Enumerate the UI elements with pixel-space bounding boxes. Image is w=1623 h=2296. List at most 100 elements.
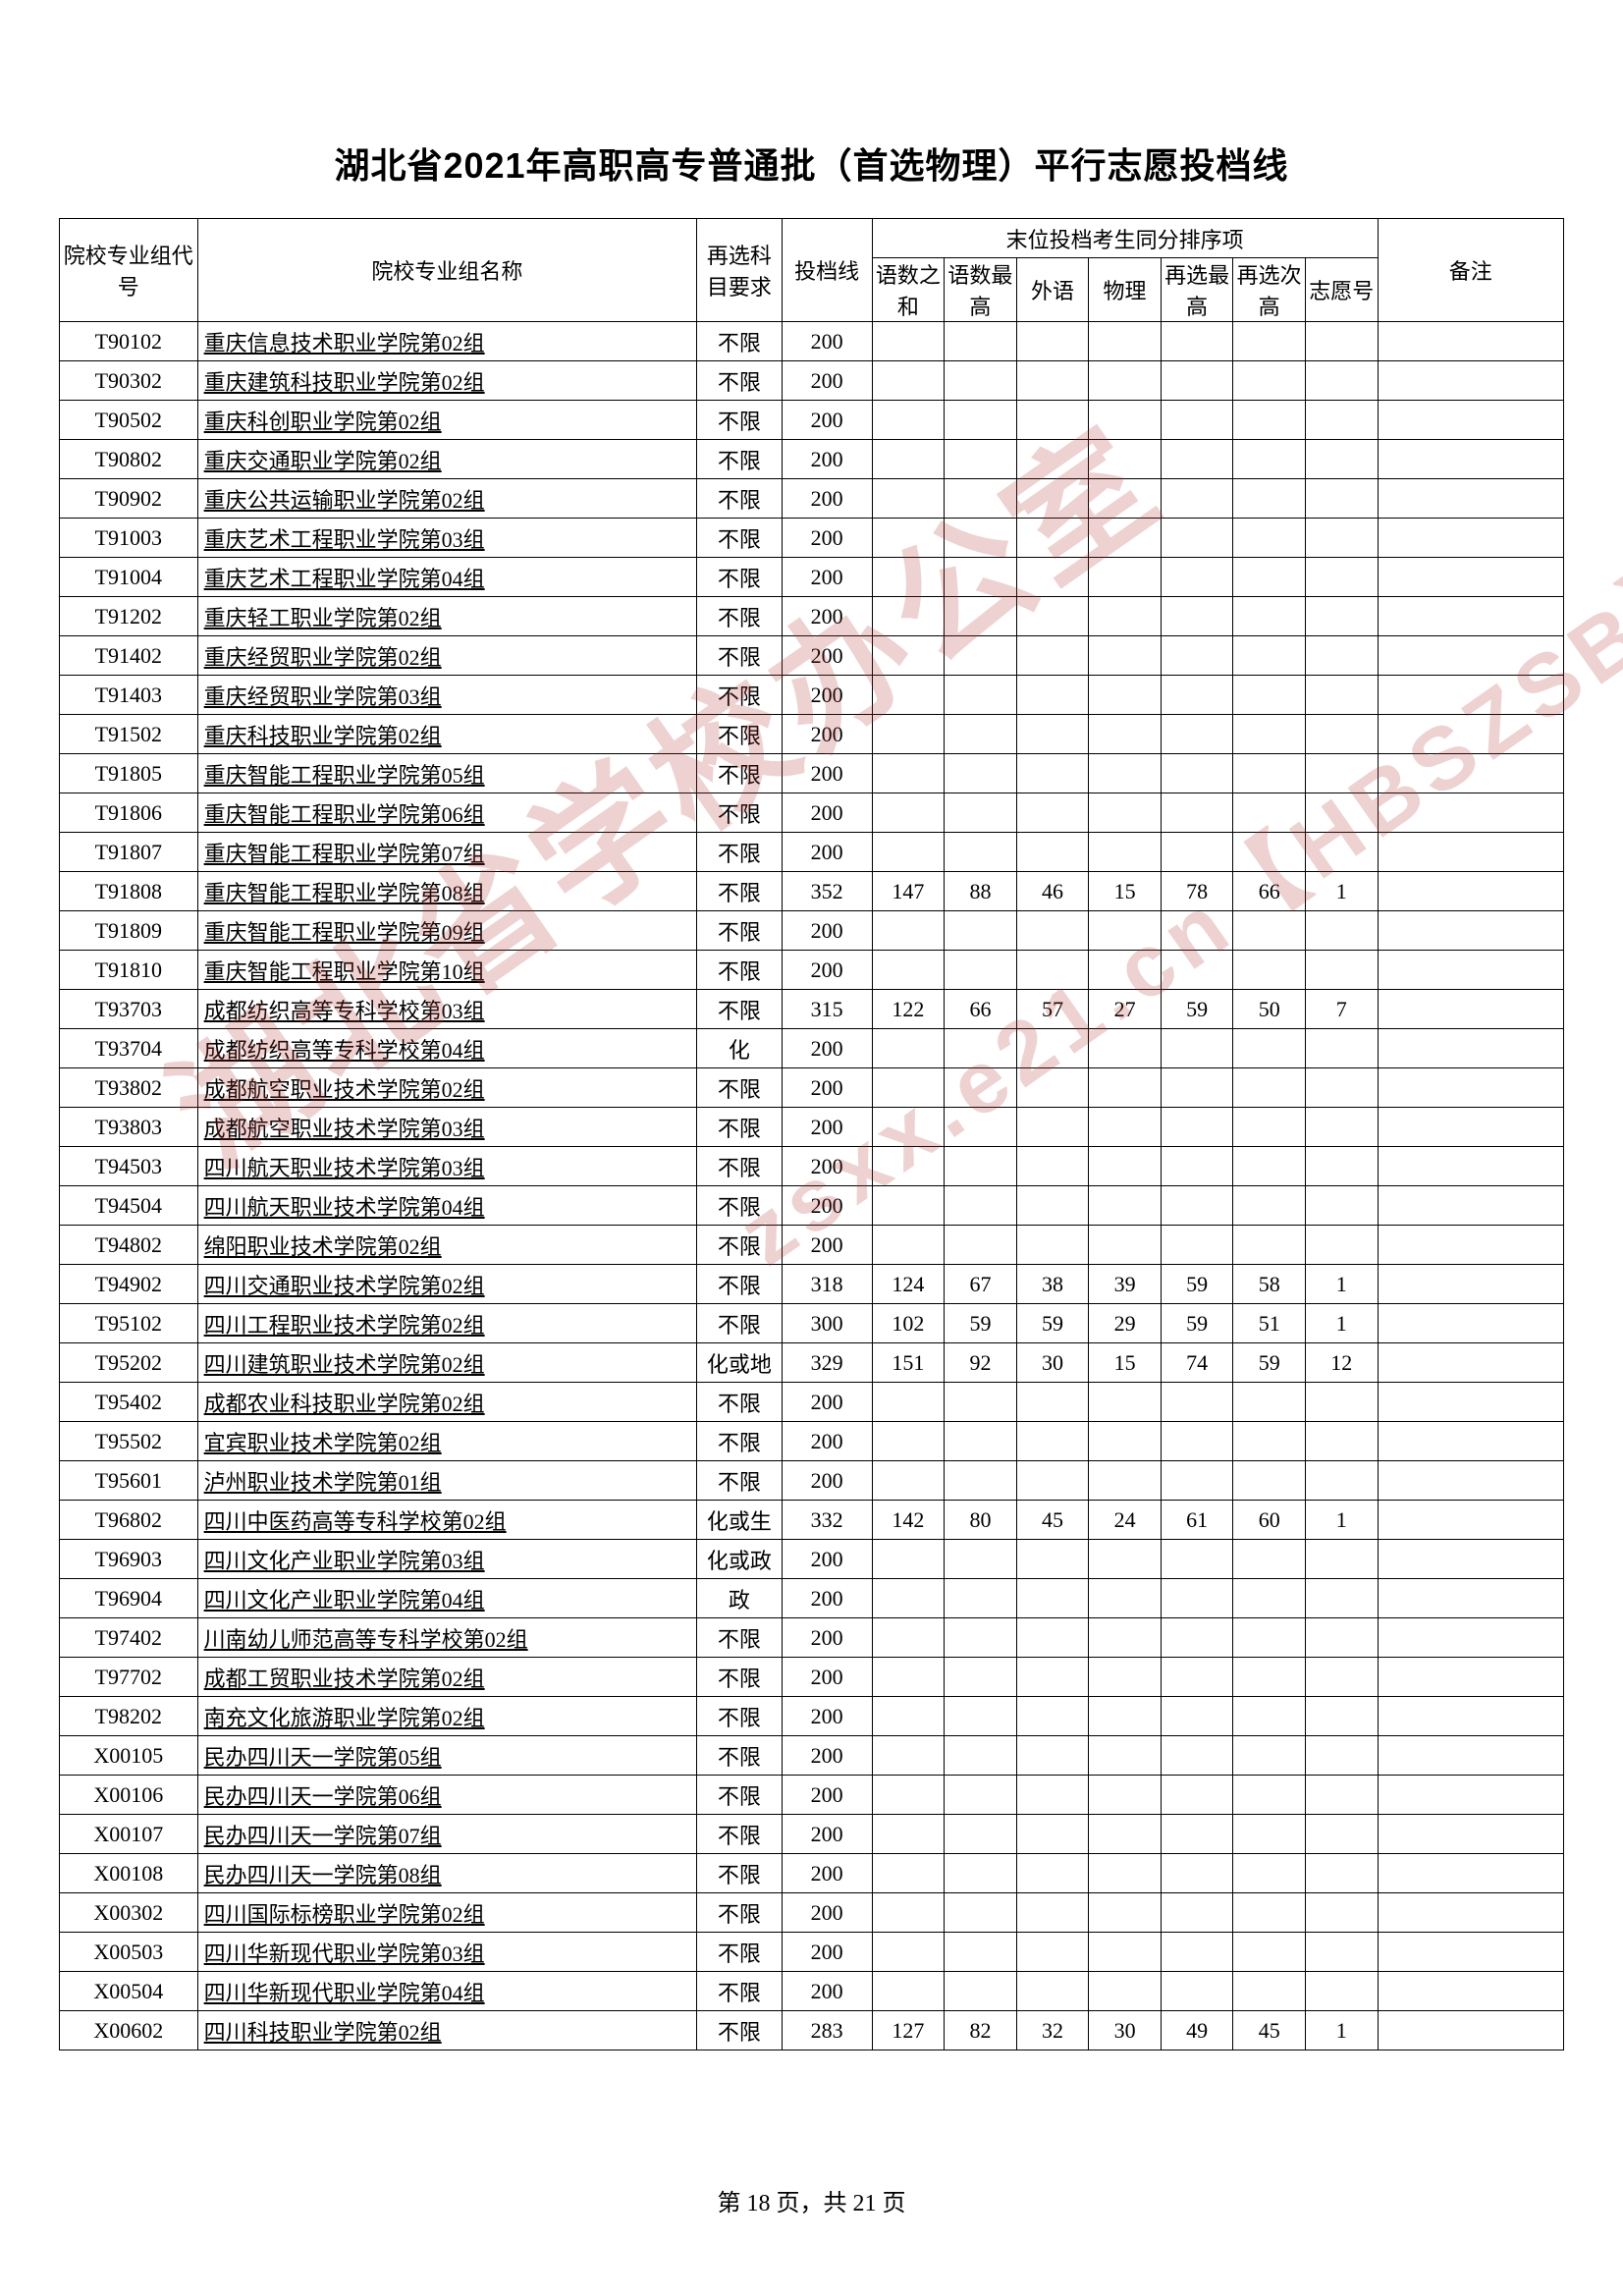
cell-name: 重庆建筑科技职业学院第02组 xyxy=(197,361,696,401)
cell-code: T97702 xyxy=(60,1658,198,1697)
cell-name: 四川文化产业职业学院第04组 xyxy=(197,1579,696,1618)
cell-d4 xyxy=(1089,322,1162,361)
cell-d4 xyxy=(1089,676,1162,715)
cell-d2 xyxy=(945,558,1017,597)
cell-d4 xyxy=(1089,1540,1162,1579)
hdr-d6: 再选次高 xyxy=(1233,258,1306,322)
cell-d4: 29 xyxy=(1089,1304,1162,1343)
cell-d3 xyxy=(1016,1658,1089,1697)
cell-remark xyxy=(1378,636,1563,676)
cell-d2 xyxy=(945,676,1017,715)
cell-score: 200 xyxy=(782,676,872,715)
cell-code: T94504 xyxy=(60,1186,198,1226)
cell-name: 四川中医药高等专科学校第02组 xyxy=(197,1501,696,1540)
cell-remark xyxy=(1378,322,1563,361)
cell-d2 xyxy=(945,597,1017,636)
cell-remark xyxy=(1378,597,1563,636)
cell-d3 xyxy=(1016,715,1089,754)
cell-code: T91809 xyxy=(60,911,198,951)
cell-d5 xyxy=(1161,951,1233,990)
cell-d1: 151 xyxy=(872,1343,945,1383)
table-row: X00503四川华新现代职业学院第03组不限200 xyxy=(60,1933,1564,1972)
cell-code: T91004 xyxy=(60,558,198,597)
cell-d1 xyxy=(872,1461,945,1501)
cell-d7: 1 xyxy=(1305,1501,1378,1540)
cell-remark xyxy=(1378,1933,1563,1972)
cell-d7 xyxy=(1305,951,1378,990)
page-title: 湖北省2021年高职高专普通批（首选物理）平行志愿投档线 xyxy=(59,137,1564,189)
cell-score: 200 xyxy=(782,1226,872,1265)
table-row: T96904四川文化产业职业学院第04组政200 xyxy=(60,1579,1564,1618)
table-row: T93703成都纺织高等专科学校第03组不限31512266572759507 xyxy=(60,990,1564,1029)
hdr-d3: 外语 xyxy=(1016,258,1089,322)
cell-score: 200 xyxy=(782,1579,872,1618)
cell-remark xyxy=(1378,1265,1563,1304)
cell-name: 重庆智能工程职业学院第07组 xyxy=(197,833,696,872)
cell-d7: 1 xyxy=(1305,872,1378,911)
cell-d4 xyxy=(1089,1815,1162,1854)
cell-d3: 45 xyxy=(1016,1501,1089,1540)
cell-d5 xyxy=(1161,1540,1233,1579)
cell-code: T95102 xyxy=(60,1304,198,1343)
cell-remark xyxy=(1378,1068,1563,1108)
cell-d5 xyxy=(1161,1972,1233,2011)
cell-d2 xyxy=(945,754,1017,793)
cell-remark xyxy=(1378,1383,1563,1422)
cell-d2 xyxy=(945,1854,1017,1893)
cell-d6 xyxy=(1233,440,1306,479)
cell-d4: 15 xyxy=(1089,1343,1162,1383)
cell-name: 民办四川天一学院第05组 xyxy=(197,1736,696,1776)
cell-subj: 不限 xyxy=(697,1972,783,2011)
cell-name: 四川华新现代职业学院第03组 xyxy=(197,1933,696,1972)
cell-d5: 61 xyxy=(1161,1501,1233,1540)
cell-score: 200 xyxy=(782,322,872,361)
cell-d5 xyxy=(1161,1854,1233,1893)
cell-name: 重庆经贸职业学院第02组 xyxy=(197,636,696,676)
cell-d2 xyxy=(945,1108,1017,1147)
cell-score: 200 xyxy=(782,1697,872,1736)
cell-remark xyxy=(1378,1108,1563,1147)
cell-code: X00107 xyxy=(60,1815,198,1854)
cell-remark xyxy=(1378,715,1563,754)
table-row: T91502重庆科技职业学院第02组不限200 xyxy=(60,715,1564,754)
table-row: X00106民办四川天一学院第06组不限200 xyxy=(60,1776,1564,1815)
cell-d1 xyxy=(872,951,945,990)
cell-d5 xyxy=(1161,322,1233,361)
table-row: T90102重庆信息技术职业学院第02组不限200 xyxy=(60,322,1564,361)
cell-d1 xyxy=(872,911,945,951)
cell-name: 重庆智能工程职业学院第09组 xyxy=(197,911,696,951)
cell-d5 xyxy=(1161,911,1233,951)
cell-d7 xyxy=(1305,597,1378,636)
cell-d3 xyxy=(1016,1933,1089,1972)
cell-d4 xyxy=(1089,833,1162,872)
cell-d1 xyxy=(872,519,945,558)
cell-d3 xyxy=(1016,1972,1089,2011)
cell-remark xyxy=(1378,990,1563,1029)
cell-d6 xyxy=(1233,1579,1306,1618)
cell-d7 xyxy=(1305,793,1378,833)
cell-d3 xyxy=(1016,361,1089,401)
cell-d5 xyxy=(1161,1933,1233,1972)
cell-code: X00108 xyxy=(60,1854,198,1893)
cell-d1 xyxy=(872,833,945,872)
cell-score: 200 xyxy=(782,754,872,793)
cell-name: 重庆公共运输职业学院第02组 xyxy=(197,479,696,519)
table-row: T93704成都纺织高等专科学校第04组化200 xyxy=(60,1029,1564,1068)
cell-name: 南充文化旅游职业学院第02组 xyxy=(197,1697,696,1736)
cell-subj: 不限 xyxy=(697,990,783,1029)
cell-d2 xyxy=(945,479,1017,519)
cell-subj: 不限 xyxy=(697,1108,783,1147)
cell-code: T94802 xyxy=(60,1226,198,1265)
cell-d2 xyxy=(945,1068,1017,1108)
cell-remark xyxy=(1378,401,1563,440)
cell-d3 xyxy=(1016,1147,1089,1186)
cell-d7 xyxy=(1305,361,1378,401)
score-table: 院校专业组代号 院校专业组名称 再选科目要求 投档线 末位投档考生同分排序项 备… xyxy=(59,218,1564,2050)
cell-d1 xyxy=(872,754,945,793)
cell-d3 xyxy=(1016,1461,1089,1501)
cell-d2 xyxy=(945,1579,1017,1618)
cell-d3: 59 xyxy=(1016,1304,1089,1343)
cell-d3 xyxy=(1016,1108,1089,1147)
cell-score: 200 xyxy=(782,1618,872,1658)
table-row: T91807重庆智能工程职业学院第07组不限200 xyxy=(60,833,1564,872)
